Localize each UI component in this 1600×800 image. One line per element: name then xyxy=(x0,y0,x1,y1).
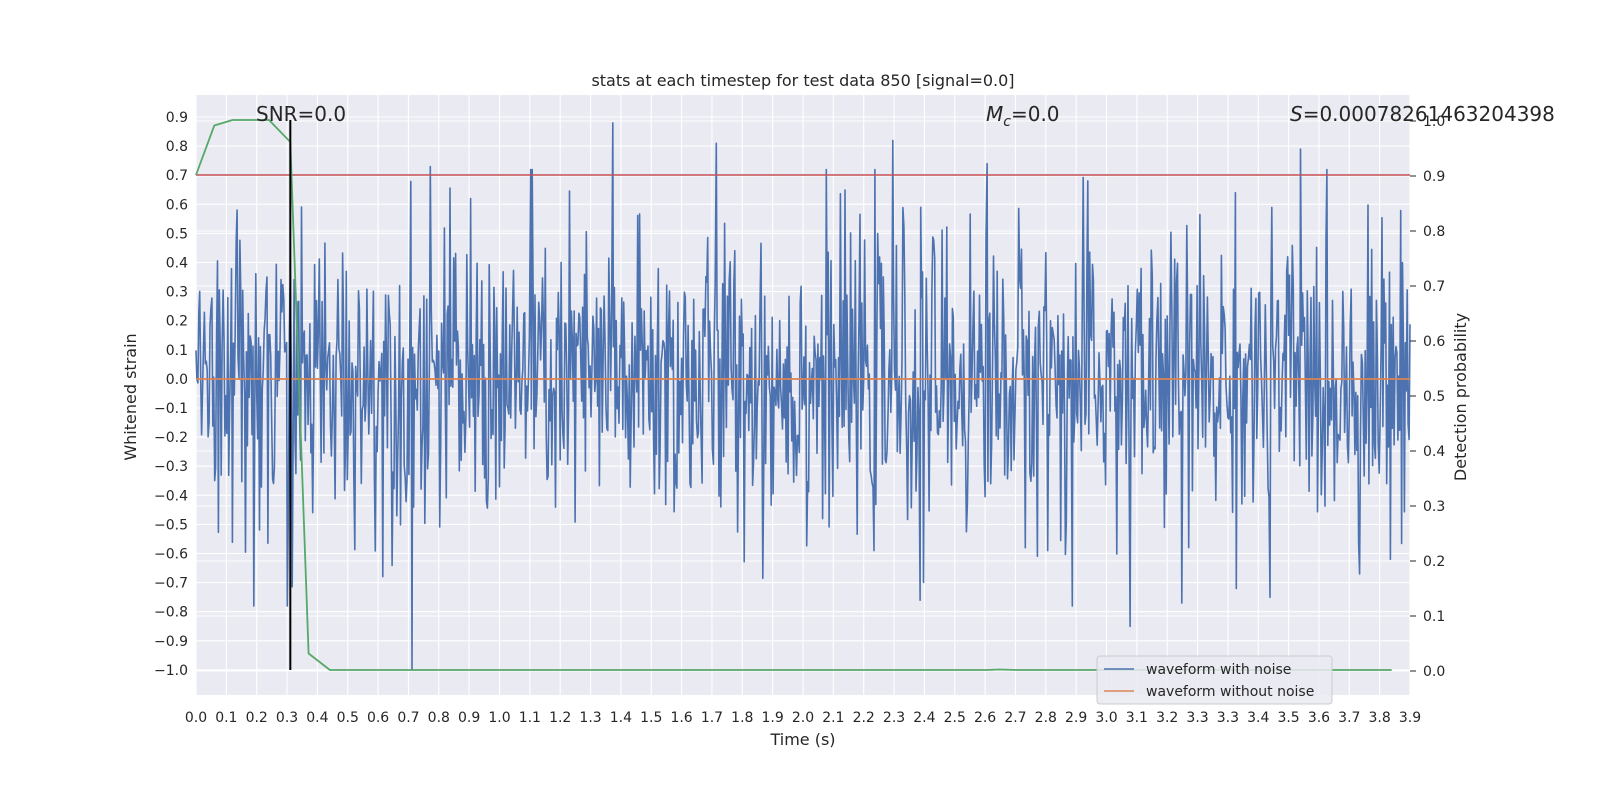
x-tick-label: 1.1 xyxy=(519,710,541,726)
x-tick-label: 3.1 xyxy=(1126,710,1148,726)
x-tick-label: 3.3 xyxy=(1186,710,1208,726)
x-tick-label: 0.7 xyxy=(397,710,419,726)
y-tick-label: −0.3 xyxy=(154,459,188,475)
x-tick-label: 0.3 xyxy=(276,710,298,726)
x-tick-label: 0.4 xyxy=(306,710,328,726)
x-tick-label: 1.9 xyxy=(762,710,784,726)
s-annotation: S=0.00078261463204398 xyxy=(1290,102,1555,126)
y2-tick-label: 0.9 xyxy=(1423,169,1445,185)
y-tick-label: 0.2 xyxy=(166,314,188,330)
y2-tick-label: 0.1 xyxy=(1423,609,1445,625)
x-tick-label: 0.6 xyxy=(367,710,389,726)
y2-axis-ticks: 1.0 0.9 0.8 0.7 0.6 0.5 0.4 0.3 0.2 0.1 0.0 xyxy=(1410,114,1445,680)
y-tick-label: −0.8 xyxy=(154,605,188,621)
chart-title: stats at each timestep for test data 850… xyxy=(591,71,1014,90)
x-tick-label: 3.9 xyxy=(1399,710,1421,726)
x-tick-label: 1.7 xyxy=(701,710,723,726)
y-axis-ticks: 0.9 0.8 0.7 0.6 0.5 0.4 0.3 0.2 0.1 0.0 −0.1 −0.2 −0… xyxy=(154,110,188,679)
x-tick-label: 2.5 xyxy=(944,710,966,726)
s-symbol: S xyxy=(1290,102,1303,126)
s-value: =0.00078261463204398 xyxy=(1303,102,1555,126)
x-tick-label: 2.0 xyxy=(792,710,814,726)
x-axis-ticks: 0.0 0.1 0.2 0.3 0.4 0.5 0.6 0.7 0.8 0.9 1.0 1.1 1.2 1… xyxy=(185,710,1421,726)
y2-tick-label: 0.7 xyxy=(1423,279,1445,295)
x-tick-label: 1.2 xyxy=(549,710,571,726)
mc-subscript: c xyxy=(1003,114,1011,130)
x-tick-label: 2.6 xyxy=(974,710,996,726)
x-tick-label: 1.4 xyxy=(610,710,632,726)
mc-value: =0.0 xyxy=(1011,102,1060,126)
x-tick-label: 3.4 xyxy=(1247,710,1269,726)
x-tick-label: 3.3 xyxy=(1217,710,1239,726)
x-tick-label: 1.6 xyxy=(670,710,692,726)
x-tick-label: 0.1 xyxy=(215,710,237,726)
legend: waveform with noise waveform without noi… xyxy=(1096,655,1333,705)
y2-tick-label: 0.8 xyxy=(1423,224,1445,240)
x-tick-label: 3.0 xyxy=(1095,710,1117,726)
x-tick-label: 3.2 xyxy=(1156,710,1178,726)
x-tick-label: 1.8 xyxy=(731,710,753,726)
y-tick-label: 0.1 xyxy=(166,343,188,359)
legend-label-waveform-without-noise: waveform without noise xyxy=(1146,684,1314,700)
x-tick-label: 2.1 xyxy=(822,710,844,726)
x-tick-label: 0.8 xyxy=(428,710,450,726)
snr-annotation: SNR=0.0 xyxy=(256,102,346,126)
x-tick-label: 0.5 xyxy=(337,710,359,726)
x-tick-label: 3.6 xyxy=(1308,710,1330,726)
x-tick-label: 0.2 xyxy=(246,710,268,726)
y-tick-label: 0.7 xyxy=(166,168,188,184)
x-tick-label: 2.9 xyxy=(1065,710,1087,726)
y2-axis-label: Detection probability xyxy=(1451,313,1470,481)
x-tick-label: 1.5 xyxy=(640,710,662,726)
x-tick-label: 2.7 xyxy=(1004,710,1026,726)
y2-tick-label: 0.2 xyxy=(1423,554,1445,570)
y-tick-label: −0.6 xyxy=(154,547,188,563)
x-tick-label: 2.2 xyxy=(853,710,875,726)
y2-tick-label: 0.0 xyxy=(1423,664,1445,680)
x-tick-label: 3.7 xyxy=(1338,710,1360,726)
x-tick-label: 3.5 xyxy=(1277,710,1299,726)
x-tick-label: 2.4 xyxy=(913,710,935,726)
y-tick-label: 0.4 xyxy=(166,256,188,272)
y-tick-label: 0.9 xyxy=(166,110,188,126)
y-tick-label: 0.5 xyxy=(166,226,188,242)
x-axis-label: Time (s) xyxy=(769,730,835,749)
y-tick-label: 0.8 xyxy=(166,139,188,155)
series-lines xyxy=(195,119,1410,671)
y2-tick-label: 0.3 xyxy=(1423,499,1445,515)
y-tick-label: −0.1 xyxy=(154,401,188,417)
x-tick-label: 2.8 xyxy=(1035,710,1057,726)
legend-box xyxy=(1096,655,1333,705)
y2-tick-label: 0.6 xyxy=(1423,334,1445,350)
y-tick-label: −0.5 xyxy=(154,517,188,533)
x-tick-label: 2.3 xyxy=(883,710,905,726)
detection-probability-line xyxy=(195,119,1392,671)
y-tick-label: −0.7 xyxy=(154,576,188,592)
y-tick-label: −0.2 xyxy=(154,430,188,446)
x-tick-label: 1.3 xyxy=(579,710,601,726)
mc-annotation: Mc=0.0 xyxy=(986,102,1060,130)
mc-symbol: M xyxy=(986,102,1003,126)
x-tick-label: 1.0 xyxy=(488,710,510,726)
y2-tick-label: 0.4 xyxy=(1423,444,1445,460)
series-waveform-with-noise xyxy=(195,122,1411,671)
legend-label-waveform-with-noise: waveform with noise xyxy=(1146,662,1291,678)
y-tick-label: −0.4 xyxy=(154,488,188,504)
x-tick-label: 3.8 xyxy=(1369,710,1391,726)
y-tick-label: −1.0 xyxy=(154,663,188,679)
x-tick-label: 0.9 xyxy=(458,710,480,726)
y2-tick-label: 1.0 xyxy=(1423,114,1445,130)
y-axis-label: Whitened strain xyxy=(121,333,140,460)
y2-tick-label: 0.5 xyxy=(1423,389,1445,405)
noise-waveform-line xyxy=(195,122,1411,671)
y-tick-label: 0.6 xyxy=(166,197,188,213)
x-tick-label: 0.0 xyxy=(185,710,207,726)
y-tick-label: 0.3 xyxy=(166,285,188,301)
y-tick-label: 0.0 xyxy=(166,372,188,388)
y-tick-label: −0.9 xyxy=(154,634,188,650)
